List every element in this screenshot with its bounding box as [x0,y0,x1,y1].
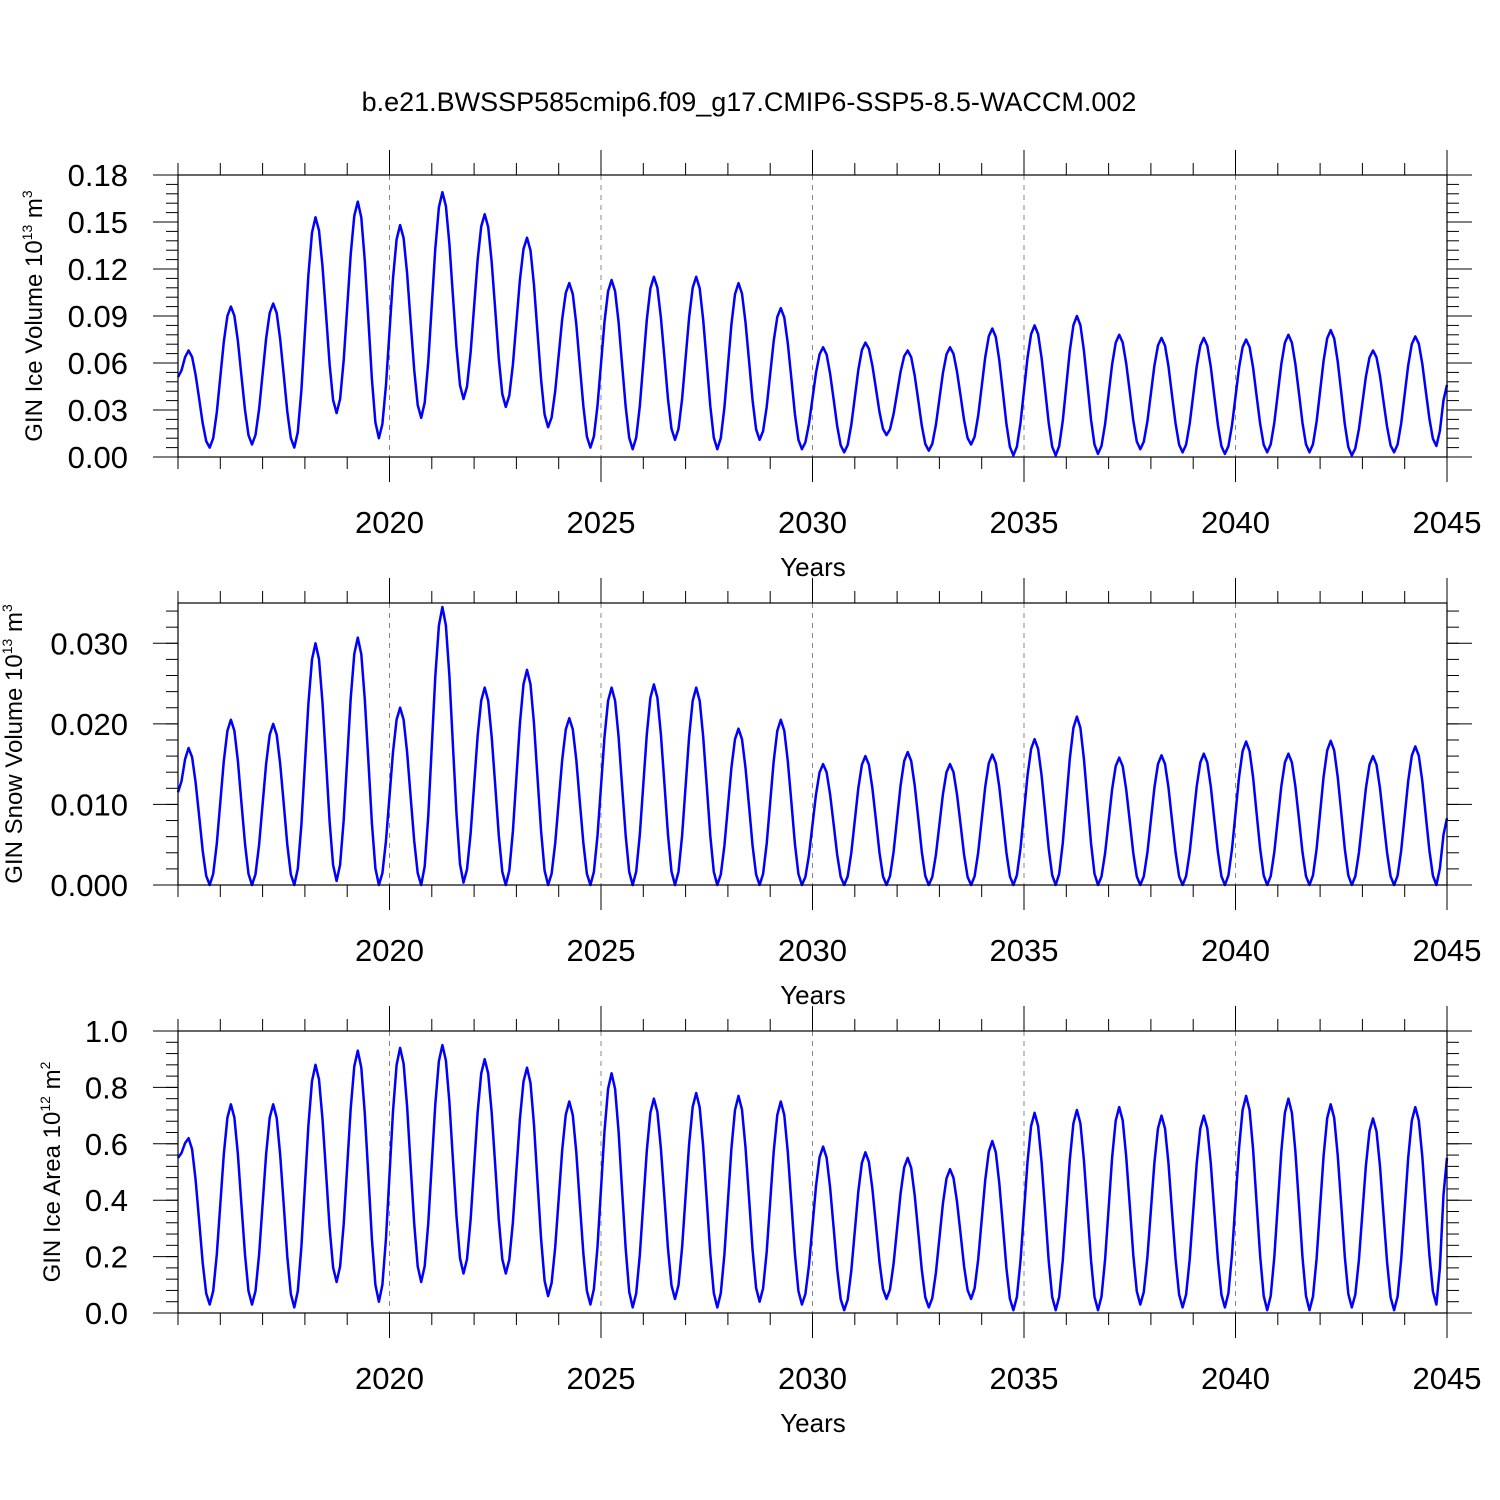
chart-title: b.e21.BWSSP585cmip6.f09_g17.CMIP6-SSP5-8… [362,87,1137,117]
x-tick-label: 2035 [990,505,1059,540]
x-tick-label: 2025 [567,933,636,968]
y-axis-label-part: m [39,1069,66,1096]
y-axis-label-part: m [21,198,48,225]
y-tick-label: 0.000 [50,868,128,903]
y-tick-label: 0.0 [85,1296,128,1331]
plot-frame [177,174,1448,458]
y-tick-label: 0.030 [50,626,128,661]
plot-frame [177,602,1448,886]
y-axis-label-part: m [1,612,28,639]
y-tick-label: 0.020 [50,707,128,742]
ice-volume-panel: 2020 2025 2030 2035 2040 2045 0.00 0.03 0.06 0.09… [19,150,1481,582]
x-axis-label: Years [780,552,846,582]
y-tick-label: 0.15 [68,205,128,240]
y-tick-label: 0.06 [68,346,128,381]
y-tick-label: 0.010 [50,787,128,822]
y-tick-label: 0.4 [85,1183,128,1218]
y-tick-label: 1.0 [85,1014,128,1049]
y-axis-label-part: GIN Ice Area 10 [39,1112,66,1283]
y-tick-label: 0.09 [68,299,128,334]
x-tick-label: 2045 [1413,505,1482,540]
y-tick-label: 0.6 [85,1127,128,1162]
x-tick-label: 2025 [567,1361,636,1396]
y-axis-label-superscript: 12 [37,1096,53,1112]
y-axis-label: GIN Snow Volume 1013 m3 [0,604,28,884]
x-tick-label: 2040 [1201,933,1270,968]
y-axis-label-superscript: 3 [0,604,15,612]
y-tick-label: 0.18 [68,158,128,193]
x-tick-label: 2030 [778,933,847,968]
y-axis-label-part: GIN Ice Volume 10 [21,240,48,441]
y-tick-label: 0.03 [68,393,128,428]
x-tick-label: 2030 [778,505,847,540]
x-tick-label: 2025 [567,505,636,540]
x-tick-label: 2020 [355,1361,424,1396]
x-axis-label: Years [780,1408,846,1438]
y-axis-label-superscript: 13 [19,225,35,241]
y-tick-label: 0.00 [68,440,128,475]
y-axis-label-superscript: 3 [19,190,35,198]
x-axis-label: Years [780,980,846,1010]
x-tick-label: 2040 [1201,1361,1270,1396]
x-tick-label: 2040 [1201,505,1270,540]
x-tick-label: 2030 [778,1361,847,1396]
y-axis-label-part: GIN Snow Volume 10 [1,654,28,883]
series-line [176,190,1449,457]
y-tick-label: 0.8 [85,1070,128,1105]
x-tick-label: 2035 [990,933,1059,968]
series-line [176,1043,1449,1312]
ice-area-panel: 2020 2025 2030 2035 2040 2045 0.0 0.2 0.4 0.6 0.8 1… [37,1006,1481,1438]
y-axis-label: GIN Ice Volume 1013 m3 [19,190,48,442]
x-tick-label: 2045 [1413,1361,1482,1396]
series-line [176,605,1449,887]
x-tick-label: 2020 [355,505,424,540]
y-axis-label: GIN Ice Area 1012 m2 [37,1061,66,1282]
y-axis-label-superscript: 2 [37,1061,53,1069]
x-tick-label: 2035 [990,1361,1059,1396]
plot-frame [177,1030,1448,1314]
snow-volume-panel: 2020 2025 2030 2035 2040 2045 0.000 0.010 0.020 0… [0,578,1481,1010]
x-tick-label: 2020 [355,933,424,968]
y-axis-label-superscript: 13 [0,639,15,655]
y-tick-label: 0.2 [85,1240,128,1275]
y-tick-label: 0.12 [68,252,128,287]
x-tick-label: 2045 [1413,933,1482,968]
